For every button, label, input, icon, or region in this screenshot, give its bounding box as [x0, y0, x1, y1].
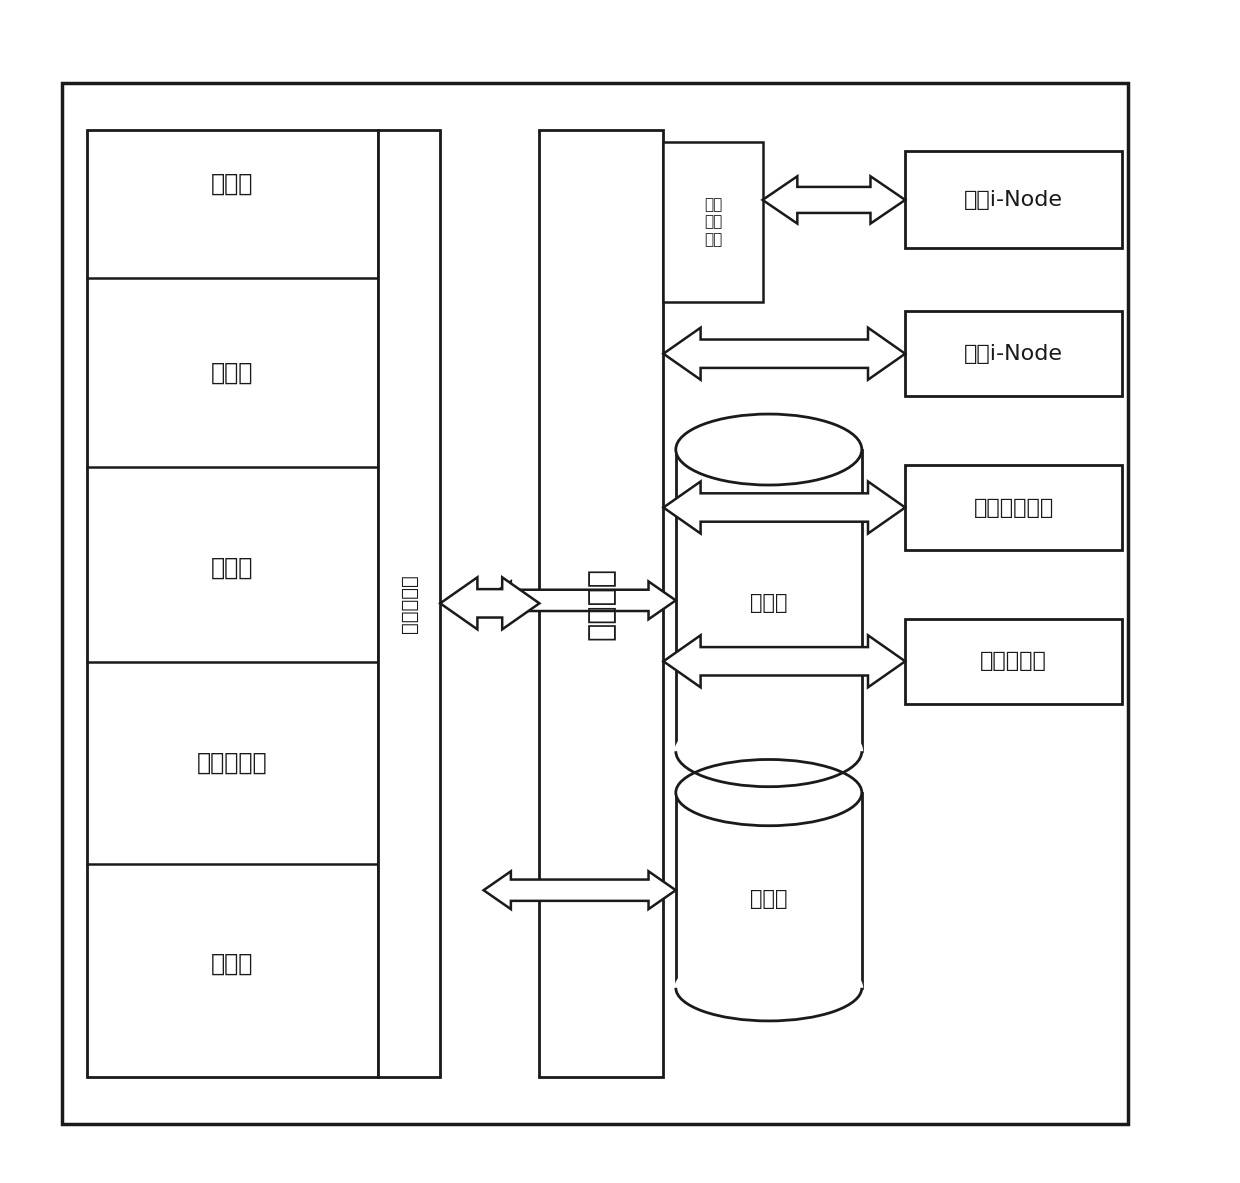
Polygon shape: [440, 577, 539, 629]
Polygon shape: [484, 582, 676, 620]
Text: 策略库: 策略库: [750, 594, 787, 613]
Bar: [62, 83, 1128, 1124]
Text: 同构i-Node: 同构i-Node: [965, 344, 1063, 363]
Polygon shape: [663, 635, 905, 687]
Text: 业务和应用: 业务和应用: [981, 652, 1047, 671]
Ellipse shape: [676, 759, 862, 826]
Bar: [663, 142, 763, 302]
Text: 应用层: 应用层: [211, 172, 254, 195]
Bar: [676, 793, 862, 988]
Bar: [676, 450, 862, 751]
Text: 可重配置节点: 可重配置节点: [973, 498, 1054, 517]
Ellipse shape: [676, 955, 862, 1021]
Bar: [905, 465, 1122, 550]
Text: 知识库: 知识库: [750, 890, 787, 909]
Bar: [905, 151, 1122, 248]
Text: 异构i-Node: 异构i-Node: [965, 190, 1063, 209]
Ellipse shape: [676, 716, 862, 787]
Text: 协议
适配
单元: 协议 适配 单元: [704, 196, 722, 247]
Bar: [905, 619, 1122, 704]
Text: 传输层: 传输层: [211, 361, 254, 384]
Bar: [87, 130, 378, 1077]
Polygon shape: [763, 176, 905, 224]
Polygon shape: [484, 871, 676, 910]
Bar: [539, 130, 663, 1077]
Text: 认知层接口: 认知层接口: [399, 574, 419, 633]
Bar: [378, 130, 440, 1077]
Text: 网络层: 网络层: [211, 556, 254, 580]
Polygon shape: [663, 328, 905, 380]
Bar: [905, 311, 1122, 396]
Text: 物理层: 物理层: [211, 952, 254, 976]
Text: 认知平台: 认知平台: [587, 567, 616, 640]
Ellipse shape: [676, 414, 862, 485]
Polygon shape: [663, 481, 905, 534]
Text: 数据链路层: 数据链路层: [197, 751, 268, 775]
